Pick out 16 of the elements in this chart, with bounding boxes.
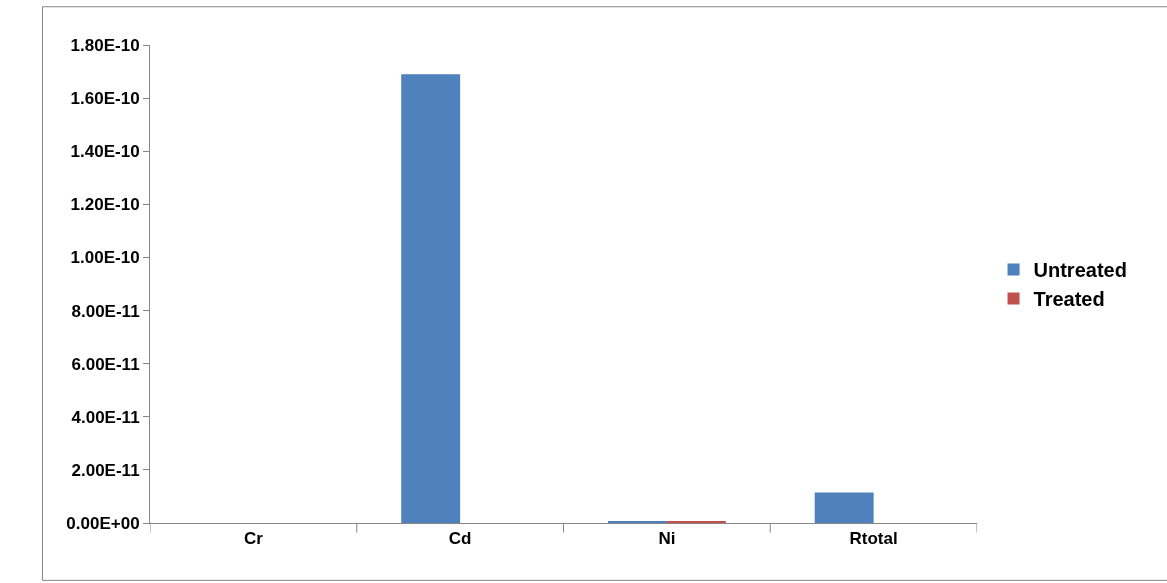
y-tick-label: 1.40E-10 <box>70 142 140 162</box>
y-tick-label: 4.00E-11 <box>71 407 140 427</box>
y-tick-label: 0.00E+00 <box>66 513 140 533</box>
y-tick-label: 6.00E-11 <box>71 354 140 374</box>
y-tick-label: 1.00E-10 <box>70 248 140 268</box>
legend-label: Treated <box>1033 288 1105 311</box>
x-tick-label: Cr <box>243 529 264 549</box>
y-tick-label: 1.60E-10 <box>70 89 140 109</box>
y-tick-label: 8.00E-11 <box>71 301 140 321</box>
legend-label: Untreated <box>1033 259 1127 282</box>
x-tick-label: Rtotal <box>849 529 898 549</box>
y-tick-label: 1.80E-10 <box>70 35 140 55</box>
x-tick-label: Ni <box>658 529 676 549</box>
y-tick-label: 2.00E-11 <box>71 460 140 480</box>
y-tick-label: 1.20E-10 <box>70 195 140 215</box>
x-tick-label: Cd <box>448 529 472 549</box>
